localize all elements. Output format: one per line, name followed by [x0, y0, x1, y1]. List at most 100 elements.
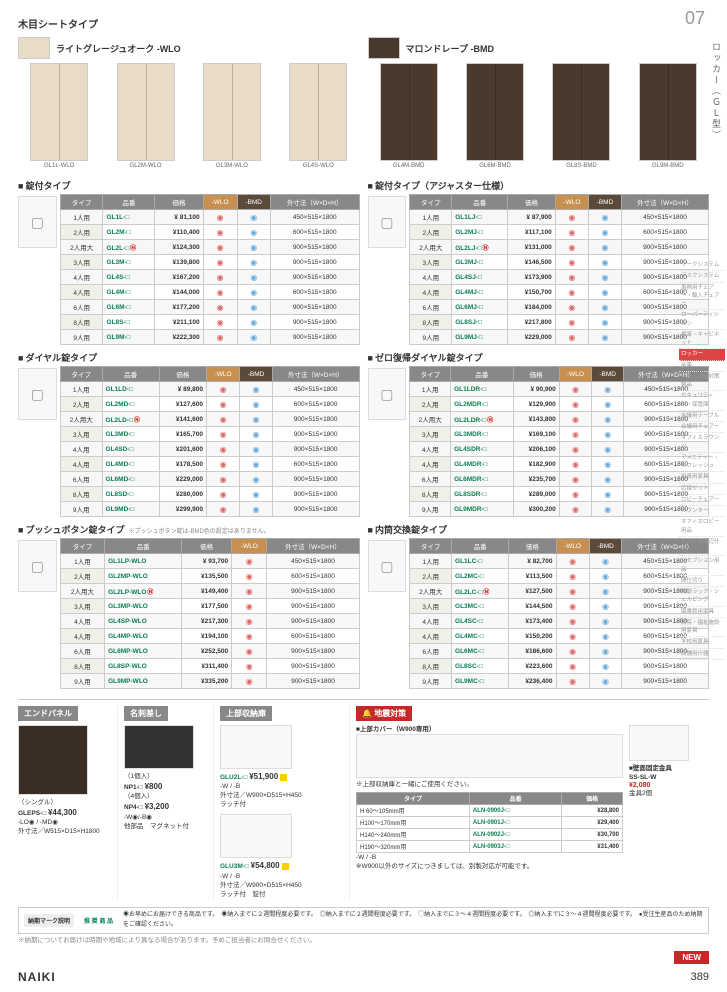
sidebar-item[interactable]: ワークシステム: [679, 260, 725, 271]
page-foot: 389: [691, 971, 709, 983]
table-title: 錠付タイプ（アジャスター仕様）: [368, 179, 710, 192]
card-spec: -W◉/-B◉ 他部品 マグネット付: [124, 813, 207, 831]
sidebar-item[interactable]: 図書館用家具: [679, 607, 725, 618]
spec-table: タイプ品番価格-WLO-BMD外寸法（W×D×H）1人用GL1LC-□¥ 82,…: [409, 538, 709, 689]
wall-price: ¥2,080: [629, 782, 703, 789]
end-panel-sub: （シングル）: [18, 798, 111, 807]
quake-note: ※上部収納庫と一緒にご使用ください。: [356, 780, 623, 789]
sidebar-item[interactable]: 事務用チェアー・輸入チェアー: [679, 283, 725, 311]
upper-c1: GLU2L-□: [220, 774, 247, 781]
section-title: 木目シートタイプ: [18, 16, 709, 31]
spec-table: タイプ品番価格-WLO-BMD外寸法（W×D×H）1人用GL1LDR-□¥ 90…: [409, 366, 709, 517]
upper-title: 上部収納庫: [220, 706, 272, 721]
spec-table: タイプ品番価格-WLO-BMD外寸法（W×D×H）1人用GL1L-□¥ 81,1…: [60, 194, 360, 345]
spec-table: タイプ品番価格-WLO-BMD外寸法（W×D×H）1人用GL1LD-□¥ 89,…: [60, 366, 360, 517]
sidebar-item[interactable]: 病院・福祉施設用家具: [679, 618, 725, 638]
table-thumb: ▢: [18, 368, 57, 420]
locker-item: GL6M-BMD: [466, 63, 524, 169]
wall-image: [629, 725, 689, 761]
table-thumb: ▢: [368, 540, 407, 592]
end-panel-price: ¥44,300: [48, 808, 77, 817]
variant-name-left: ライトグレージュオーク -WLO: [56, 42, 181, 55]
sidebar-item[interactable]: デスクシステム: [679, 271, 725, 282]
wall-qty: 金具2個: [629, 789, 703, 798]
upper-p1: ¥51,900: [249, 772, 278, 781]
table-title: ダイヤル錠タイプ: [18, 351, 360, 364]
card-image: [124, 725, 194, 769]
sidebar-item[interactable]: レセプション用品: [679, 556, 725, 576]
table-thumb: ▢: [18, 196, 57, 248]
upper-s2: -W / -B 外寸法／W900×D515×H450 ラッチ付 錠付: [220, 872, 343, 899]
upper-c2: GLU3M-□: [220, 863, 249, 870]
card-p1: ¥800: [145, 782, 163, 791]
end-panel-spec: -LO◉ / -MD◉ 外寸法／W515×D15×H1800: [18, 818, 111, 836]
sidebar-item[interactable]: 応接セット: [679, 484, 725, 495]
locker-item: GL3M-WLO: [203, 63, 261, 169]
quake-foot: -W / -B ※W900以外のサイズにつきましては、別製対応が可能です。: [356, 853, 623, 871]
legend: 納期マーク説明 推 奨 商 品 ◉お早めにお届けできる商品です。 ◉納入までに２…: [18, 907, 709, 934]
wall-label: ■壁面固定金具: [629, 764, 703, 773]
card-r1: （1個入）: [124, 772, 207, 781]
sidebar-item[interactable]: アメニティー・リフレッシュ: [679, 453, 725, 473]
sidebar-item[interactable]: 防災・地震対策製品: [679, 372, 725, 392]
sidebar-item[interactable]: オフィスラウンジ: [679, 433, 725, 453]
sidebar-item[interactable]: 書庫・キャビネット: [679, 330, 725, 350]
card-c1: NP1-□: [124, 784, 143, 791]
card-p2: ¥3,200: [145, 802, 169, 811]
upper-p2: ¥54,800: [251, 861, 280, 870]
quake-title: 🔔 地震対策: [356, 706, 412, 721]
upper-image-2: [220, 814, 292, 858]
locker-item: GL4M-BMD: [380, 63, 438, 169]
table-title: 錠付タイプ: [18, 179, 360, 192]
quake-image: [356, 734, 623, 778]
spec-table: タイプ品番価格-WLO外寸法（W×D×H）1人用GL1LP-WLO¥ 93,70…: [60, 538, 360, 689]
sidebar-item[interactable]: ローパーティション: [679, 310, 725, 330]
brand-logo: NAIKI: [18, 970, 56, 984]
sidebar-item[interactable]: 店舗用什器: [679, 649, 725, 660]
upper-image-1: [220, 725, 292, 769]
table-thumb: ▢: [368, 196, 407, 248]
sidebar-item[interactable]: オフィス周辺什器: [679, 537, 725, 557]
end-panel-code: GLEPS-□: [18, 810, 46, 817]
sidebar-item[interactable]: 間仕切り: [679, 576, 725, 587]
sidebar-item[interactable]: 会議用テーブル: [679, 411, 725, 422]
new-badge: NEW: [674, 951, 709, 964]
legend-rec: 推 奨 商 品: [84, 916, 113, 925]
card-title: 名刺差し: [124, 706, 168, 721]
end-panel-image: [18, 725, 88, 795]
sidebar-item[interactable]: 学校用家具: [679, 637, 725, 648]
legend-label: 納期マーク説明: [24, 914, 74, 927]
swatch-wlo: [18, 37, 50, 59]
sidebar-item[interactable]: カウンター: [679, 506, 725, 517]
page-number: 07: [685, 8, 705, 29]
locker-item: GL2M-WLO: [117, 63, 175, 169]
sidebar-item[interactable]: ロッカー: [679, 349, 725, 360]
end-panel-title: エンドパネル: [18, 706, 78, 721]
wall-code: SS-SL-W: [629, 774, 656, 781]
sidebar-item[interactable]: 会議用チェアー: [679, 422, 725, 433]
locker-item: GL1L-WLO: [30, 63, 88, 169]
side-category-label: ロッカー（ＧＬ型）: [710, 42, 723, 141]
table-title: プッシュボタン錠タイプ※プッシュボタン錠は-BMD色の設定はありません。: [18, 523, 360, 536]
sidebar-item[interactable]: セキュリティー・保管庫: [679, 391, 725, 411]
sidebar-item[interactable]: オフィスロビー用品: [679, 517, 725, 537]
quake-sub: ■上部カバー（W900専用）: [356, 725, 623, 734]
sidebar-item[interactable]: ロビーチェアー: [679, 495, 725, 506]
card-r2: （4個入）: [124, 792, 207, 801]
table-title: ゼロ復帰ダイヤル錠タイプ: [368, 351, 710, 364]
table-thumb: ▢: [368, 368, 407, 420]
card-c2: NP4-□: [124, 804, 143, 811]
table-thumb: ▢: [18, 540, 57, 592]
spec-table: タイプ品番価格-WLO-BMD外寸法（W×D×H）1人用GL1LJ-□¥ 87,…: [409, 194, 709, 345]
locker-item: GL9M-BMD: [639, 63, 697, 169]
legend-note: ※納期についてお届けは時期や地域により異なる場合があります。予めご担当者にお問合…: [18, 936, 709, 945]
locker-item: GL8S-BMD: [552, 63, 610, 169]
sidebar-item[interactable]: 役員用家具: [679, 472, 725, 483]
sidebar-item[interactable]: 移動ラック・シェルビング: [679, 587, 725, 607]
sidebar-item[interactable]: 金庫: [679, 361, 725, 372]
locker-item: GL4S-WLO: [289, 63, 347, 169]
variant-name-right: マロンドレープ -BMD: [406, 42, 494, 55]
table-title: 内筒交換錠タイプ: [368, 523, 710, 536]
swatch-bmd: [368, 37, 400, 59]
upper-s1: -W / -B 外寸法／W900×D515×H450 ラッチ付: [220, 782, 343, 809]
